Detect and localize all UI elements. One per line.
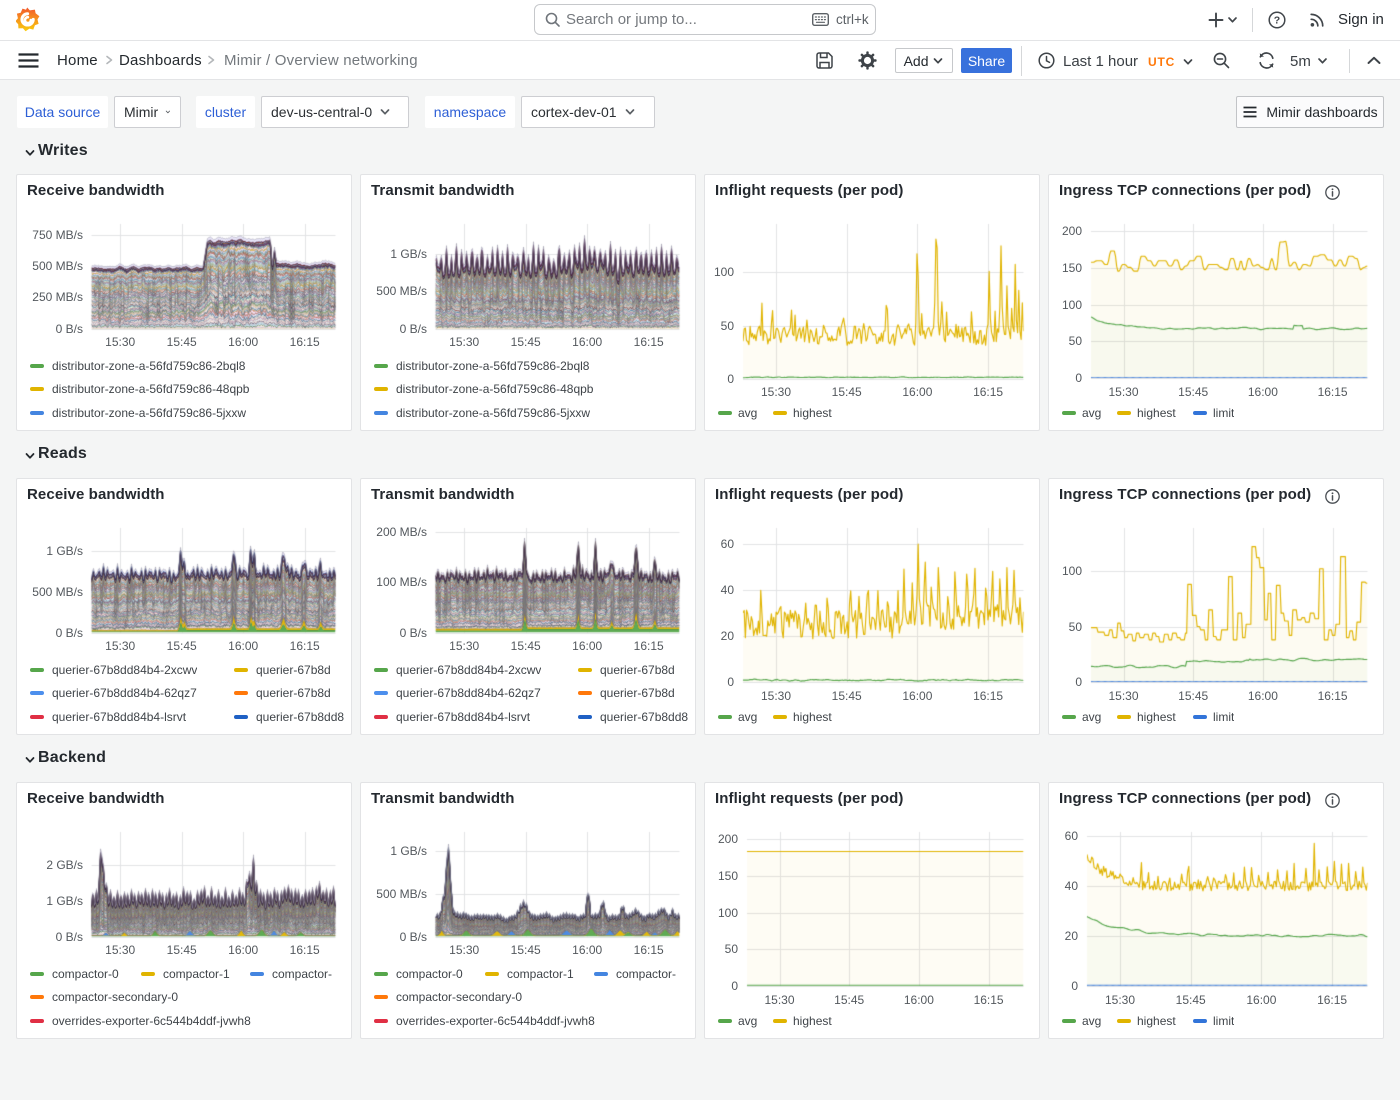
svg-text:?: ? [1274, 15, 1280, 27]
